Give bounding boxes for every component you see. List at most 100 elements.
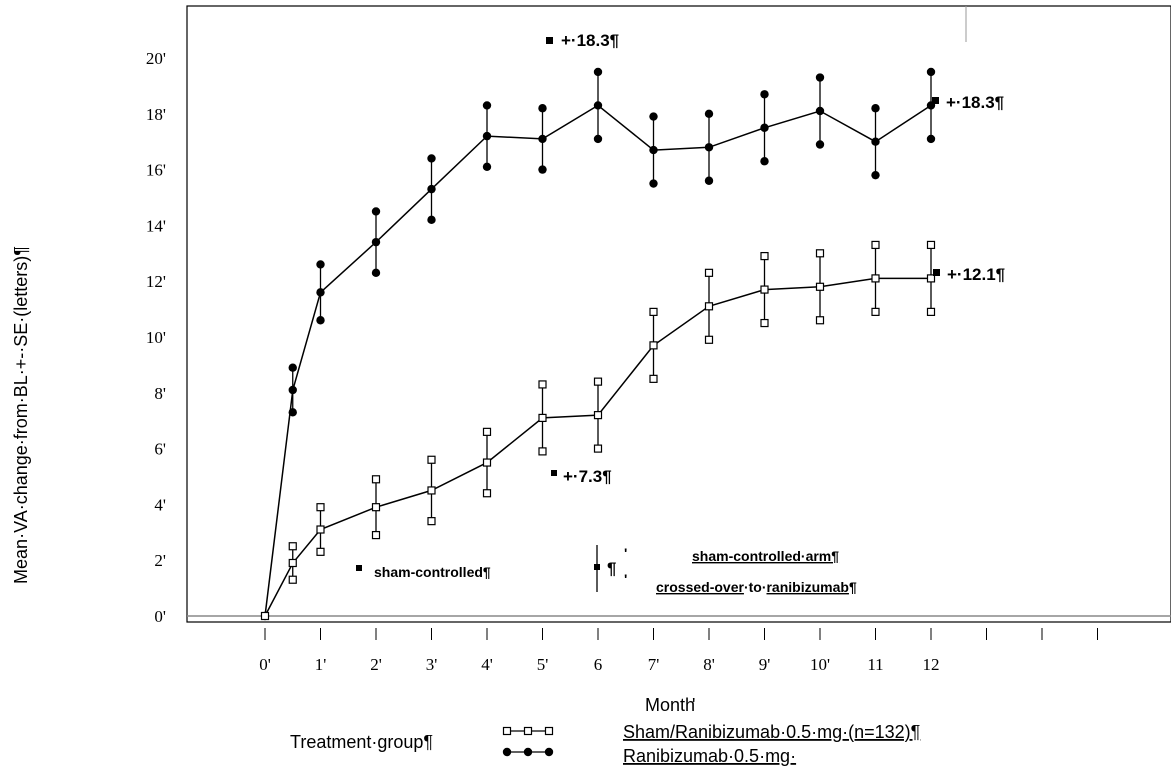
data-point — [926, 274, 936, 283]
x-tick-label: 11 — [867, 655, 883, 674]
data-point — [871, 137, 880, 146]
x-tick-label: 7' — [648, 655, 660, 674]
error-cap — [649, 307, 658, 316]
error-cap — [288, 363, 297, 372]
data-point — [538, 134, 547, 144]
anno-right-top: +·18.3¶ — [946, 93, 1004, 112]
x-tick-label: 3' — [426, 655, 438, 674]
arm-label-line2: crossed-over·to·ranibizumab¶ — [656, 579, 857, 595]
data-point — [316, 525, 325, 534]
y-tick-label: 20' — [146, 49, 166, 68]
y-tick-label: 2' — [154, 551, 166, 570]
x-tick-label: 4' — [481, 655, 493, 674]
y-tick-label: 8' — [154, 384, 166, 403]
error-cap — [815, 249, 825, 258]
data-point — [593, 411, 603, 420]
y-tick-label: 4' — [154, 495, 166, 514]
anno-right-bottom-marker — [933, 269, 940, 276]
y-tick-label: 10' — [146, 328, 166, 347]
data-point — [649, 341, 658, 350]
error-cap — [593, 377, 603, 386]
error-cap — [316, 547, 325, 556]
legend-sham-marker — [523, 726, 533, 736]
y-tick-label: 14' — [146, 216, 166, 235]
error-cap — [704, 268, 714, 277]
data-point — [482, 458, 492, 467]
legend-rani-marker — [544, 747, 554, 757]
anno-mid: +·7.3¶ — [563, 467, 612, 486]
error-cap — [871, 307, 880, 316]
error-cap — [815, 316, 825, 325]
x-tick-labels: 0' 1' 2' 3' 4' 5' 6 7' 8' 9' 10' 11 12 — [259, 655, 939, 674]
data-point — [649, 145, 658, 155]
anno-mid-marker — [551, 470, 557, 476]
legend-rani-marker — [502, 747, 512, 757]
y-tick-label: 0' — [154, 607, 166, 626]
error-cap — [704, 176, 714, 185]
y-tick-labels: 0' 2' 4' 6' 8' 10' 12' 14' 16' 18' 20' — [146, 49, 166, 626]
plot-frame — [186, 5, 1171, 623]
error-cap — [760, 90, 769, 99]
data-point — [704, 143, 714, 152]
data-point — [871, 274, 880, 283]
y-tick-label: 18' — [146, 105, 166, 124]
anno-top-center: +·18.3¶ — [561, 31, 619, 50]
error-cap — [538, 104, 547, 113]
legend-sham-marker — [502, 726, 512, 736]
error-cap — [288, 575, 297, 584]
data-point — [427, 184, 436, 194]
error-cap — [482, 162, 492, 172]
y-axis-title: Mean·VA·change·from·BL·+-·SE·(letters)¶ — [11, 246, 31, 584]
data-point — [538, 413, 547, 423]
error-cap — [538, 380, 547, 389]
error-cap — [427, 215, 436, 225]
error-cap — [371, 475, 381, 484]
error-cap — [926, 134, 936, 144]
crossover-pilcrow: ¶ — [607, 559, 616, 578]
data-point — [815, 106, 825, 116]
error-cap — [371, 530, 381, 540]
legend-sham-sample — [502, 726, 554, 736]
series-line — [264, 104, 932, 617]
error-cap — [760, 251, 769, 261]
error-cap — [482, 101, 492, 110]
error-cap — [926, 67, 936, 77]
series-line — [264, 277, 931, 617]
error-cap — [593, 444, 603, 453]
error-cap — [482, 489, 492, 498]
x-tick-label: 10' — [810, 655, 830, 674]
error-cap — [371, 268, 381, 278]
error-cap — [926, 240, 936, 250]
error-cap — [593, 67, 603, 77]
data-point — [371, 237, 381, 247]
error-cap — [316, 316, 325, 325]
x-tick-label: 5' — [537, 655, 549, 674]
error-cap — [760, 318, 769, 328]
legend-title: Treatment·group¶ — [290, 732, 433, 752]
legend-rani-sample — [502, 747, 554, 757]
error-cap — [649, 112, 658, 121]
x-tick-label: 8' — [703, 655, 715, 674]
error-cap — [649, 374, 658, 383]
x-axis-title-mark: ' — [692, 695, 695, 715]
series-sham — [260, 240, 936, 621]
x-tick-marks — [264, 628, 1098, 640]
anno-top-marker — [546, 37, 553, 44]
error-cap — [427, 455, 436, 464]
legend-rani-label: Ranibizumab·0.5·mg· — [623, 746, 796, 766]
x-tick-label: 9' — [759, 655, 771, 674]
error-cap — [427, 154, 436, 163]
error-cap — [371, 207, 381, 216]
crossover-tick-b: ' — [624, 571, 627, 587]
data-point — [704, 302, 714, 311]
error-cap — [815, 73, 825, 82]
data-point — [371, 503, 381, 512]
error-cap — [316, 260, 325, 269]
arm-label-line1: sham-controlled·arm¶ — [692, 548, 839, 564]
data-point — [288, 385, 297, 395]
error-cap — [871, 170, 880, 180]
error-cap — [760, 157, 769, 166]
x-tick-label: 1' — [315, 655, 327, 674]
data-point — [593, 101, 603, 110]
data-point — [288, 558, 297, 568]
